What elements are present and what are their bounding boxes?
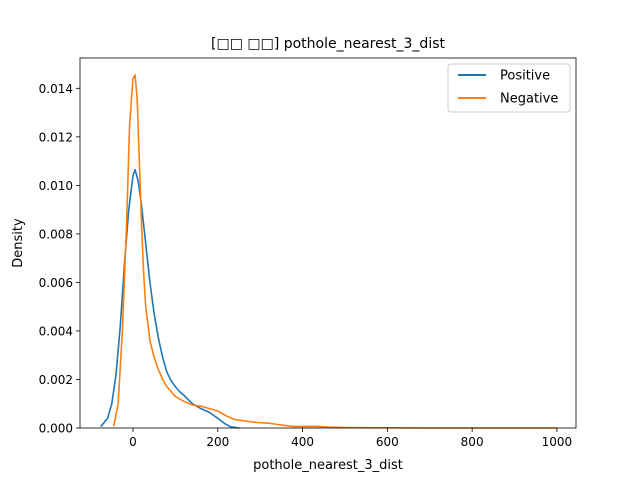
- x-tick-label: 600: [376, 435, 399, 449]
- y-axis: 0.000 0.002 0.004 0.006 0.008 0.010 0.012 0.014: [39, 82, 80, 436]
- x-tick-label: 1000: [542, 435, 573, 449]
- y-tick-label: 0.002: [39, 373, 73, 387]
- y-tick-label: 0.008: [39, 227, 73, 241]
- y-tick-label: 0.010: [39, 179, 73, 193]
- x-axis: 0 200 400 600 800 1000: [129, 428, 572, 449]
- y-tick-label: 0.006: [39, 276, 73, 290]
- legend: Positive Negative: [447, 63, 571, 113]
- plot-area-frame: [79, 57, 577, 429]
- x-tick-label: 400: [291, 435, 314, 449]
- y-tick-label: 0.000: [39, 422, 73, 436]
- plot-series: [100, 74, 558, 429]
- legend-label-positive: Positive: [500, 69, 550, 84]
- series-line-negative: [113, 74, 558, 429]
- y-tick-label: 0.014: [39, 82, 73, 96]
- x-tick-label: 800: [461, 435, 484, 449]
- y-tick-label: 0.004: [39, 324, 73, 338]
- x-tick-label: 0: [129, 435, 137, 449]
- legend-label-negative: Negative: [500, 92, 558, 107]
- y-axis-label: Density: [11, 218, 26, 268]
- series-line-positive: [100, 168, 240, 429]
- y-tick-label: 0.012: [39, 130, 73, 144]
- x-tick-label: 200: [206, 435, 229, 449]
- x-axis-label: pothole_nearest_3_dist: [253, 458, 403, 473]
- chart-title: [□□ □□] pothole_nearest_3_dist: [211, 36, 446, 52]
